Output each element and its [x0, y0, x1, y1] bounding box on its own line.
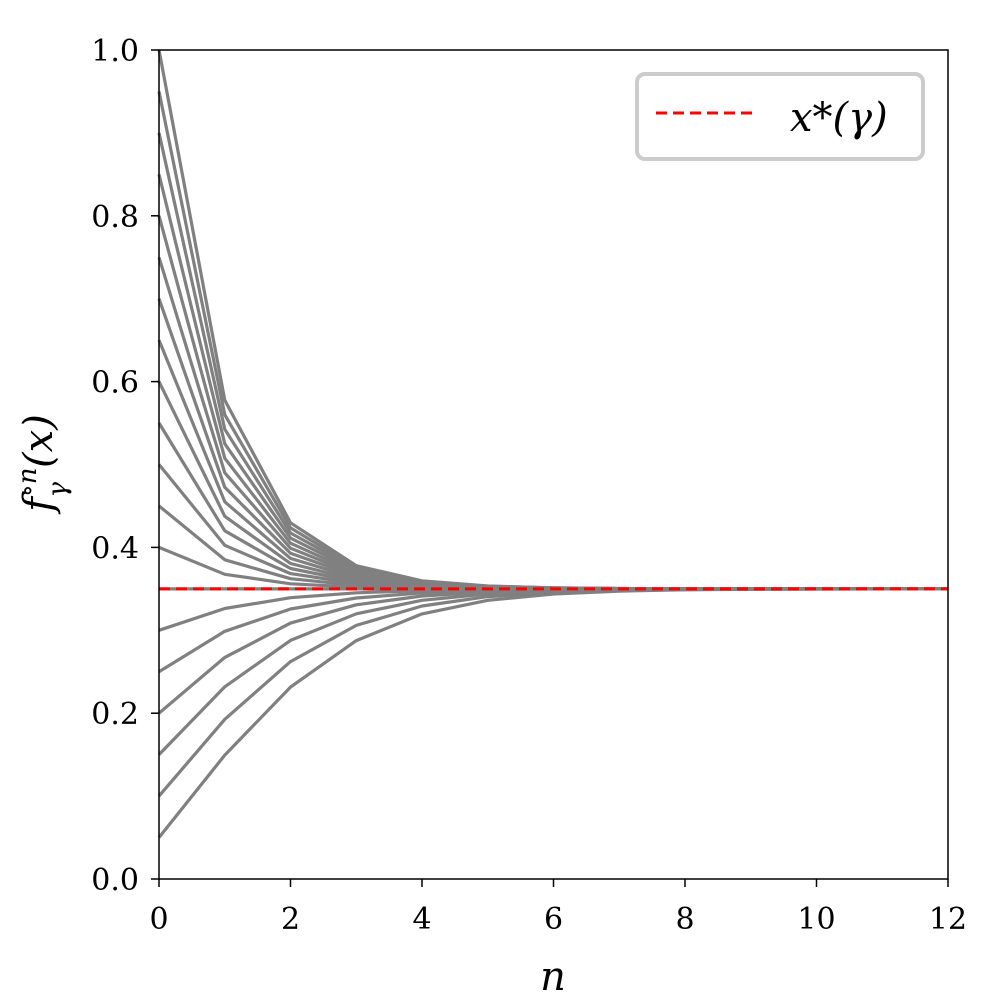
x-tick-label: 4 [412, 902, 431, 937]
x-tick-label: 2 [281, 902, 300, 937]
legend-label-fixed-point: x*(γ) [790, 95, 888, 141]
x-tick-label: 0 [149, 902, 168, 937]
plot-frame [158, 49, 949, 880]
x-tick-label: 12 [929, 902, 967, 937]
y-tick-label: 0.0 [91, 863, 139, 898]
x-tick-label: 10 [797, 902, 835, 937]
svg-text:f∘nγ(x): f∘nγ(x) [13, 414, 73, 515]
x-tick-label: 8 [675, 902, 694, 937]
y-tick-label: 0.2 [91, 697, 139, 732]
series-line [157, 587, 948, 839]
series-line [157, 380, 948, 591]
y-tick-label: 0.4 [91, 531, 139, 566]
y-tick-label: 0.8 [91, 200, 139, 235]
y-axis-label-sup: ∘n [13, 468, 43, 498]
y-axis-label-arg: (x) [16, 414, 62, 468]
legend: x*(γ) [635, 72, 925, 161]
series-line [157, 587, 948, 798]
legend-box [635, 72, 925, 161]
y-tick-label: 1.0 [91, 34, 139, 69]
series-layer [157, 49, 948, 839]
series-line [157, 339, 948, 591]
axes-layer: 0 2 4 6 8 10 12 0.0 0.2 0.4 0.6 0.8 1.0 [91, 34, 967, 937]
y-axis-label-sub: γ [43, 482, 73, 498]
y-axis-label: f∘nγ(x) [13, 414, 73, 515]
x-axis-label: n [540, 954, 566, 998]
y-tick-label: 0.6 [91, 366, 139, 401]
x-tick-label: 6 [544, 902, 563, 937]
